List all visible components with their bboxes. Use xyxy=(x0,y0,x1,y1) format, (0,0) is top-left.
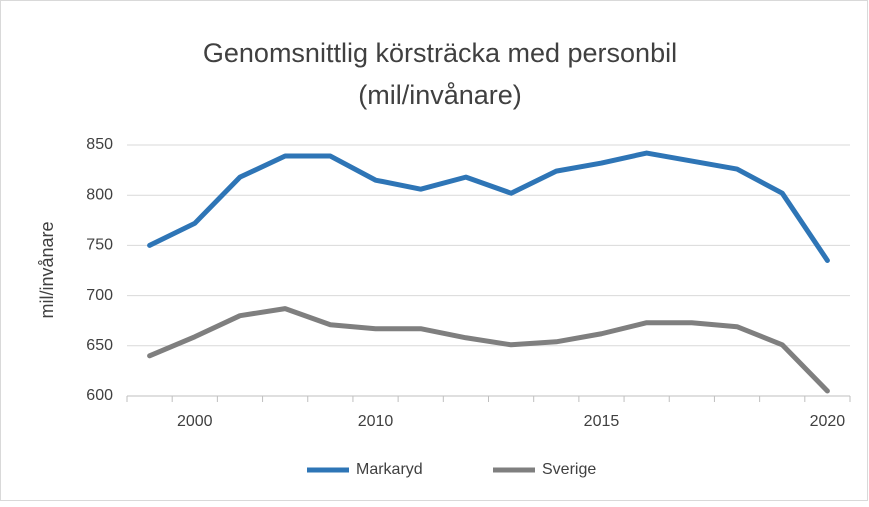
x-tick-label: 2015 xyxy=(584,413,620,430)
x-tick-label: 2000 xyxy=(177,413,213,430)
line-series xyxy=(147,150,830,263)
y-tick-label: 850 xyxy=(86,136,113,153)
line-series xyxy=(147,306,830,394)
y-tick-label: 700 xyxy=(86,287,113,304)
chart-title: (mil/invånare) xyxy=(358,80,522,110)
y-tick-label: 600 xyxy=(86,387,113,404)
y-tick-label: 800 xyxy=(86,186,113,203)
legend-label: Markaryd xyxy=(356,461,423,478)
x-tick-label: 2010 xyxy=(358,413,394,430)
chart-title: Genomsnittlig körsträcka med personbil xyxy=(203,38,677,68)
y-tick-label: 750 xyxy=(86,237,113,254)
y-axis-label: mil/invånare xyxy=(37,221,57,318)
legend-label: Sverige xyxy=(542,461,596,478)
x-tick-label: 2020 xyxy=(810,413,846,430)
y-tick-label: 650 xyxy=(86,337,113,354)
